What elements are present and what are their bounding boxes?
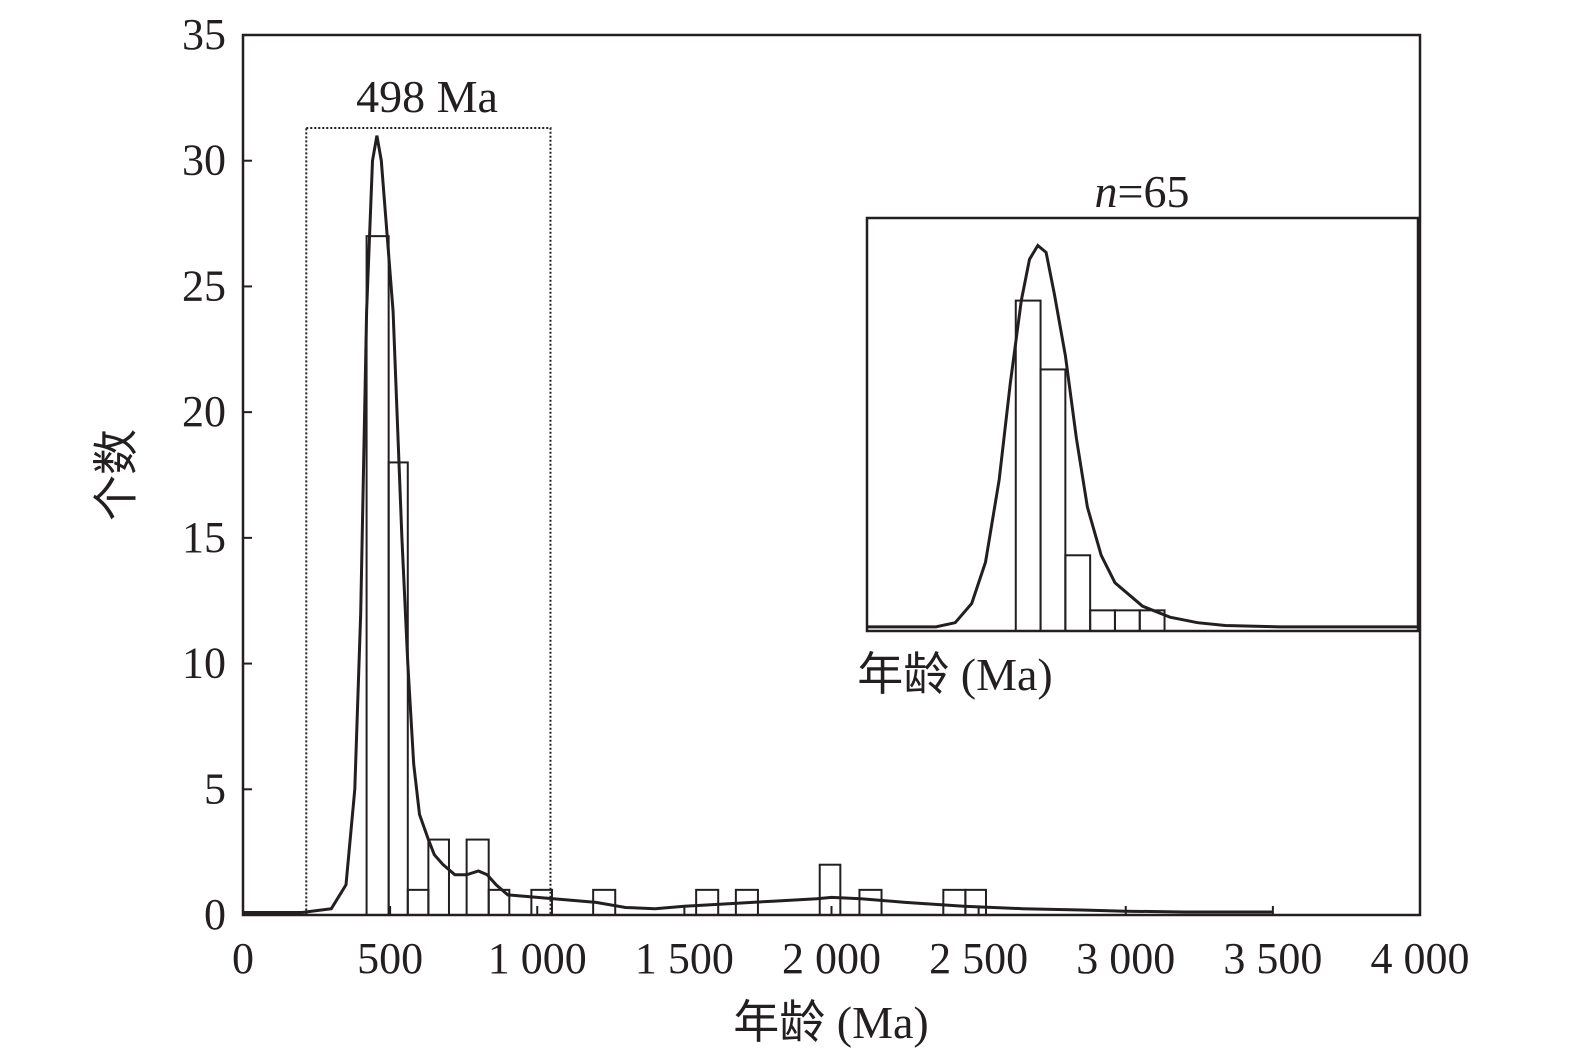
y-tick-label: 0	[204, 890, 226, 939]
y-tick-label: 10	[182, 639, 226, 688]
histogram-bar	[858, 888, 883, 916]
y-tick-label: 20	[182, 387, 226, 436]
inset-chart: n=65 年龄 (Ma)	[857, 166, 1420, 700]
x-tick-label: 1 500	[635, 934, 734, 983]
histogram-bar	[387, 461, 409, 916]
histogram-bar	[365, 235, 390, 916]
inset-x-axis-label: 年龄 (Ma)	[857, 649, 1052, 700]
histogram-bar	[818, 863, 842, 917]
y-tick-label: 30	[182, 136, 226, 185]
sample-count-label: n=65	[1095, 166, 1190, 217]
sample-count-value: =65	[1118, 166, 1190, 217]
peak-age-label: 498 Ma	[356, 71, 498, 122]
inset-histogram-bar	[1064, 554, 1092, 632]
inset-frame	[865, 216, 1420, 633]
x-tick-label: 0	[232, 934, 254, 983]
histogram-bar	[964, 888, 987, 916]
inset-histogram-bars	[1014, 299, 1166, 632]
histogram-bar	[465, 838, 490, 916]
x-tick-label: 4 000	[1371, 934, 1470, 983]
inset-density-curve	[867, 243, 1418, 629]
histogram-bar	[427, 838, 450, 916]
x-axis-ticks: 0 500 1 000 1 500 2 000 2 500 3 000 3 500 4 000	[232, 906, 1470, 983]
x-tick-label: 500	[357, 934, 423, 983]
y-tick-label: 15	[182, 513, 226, 562]
histogram-bar	[942, 888, 967, 916]
x-axis-label: 年龄 (Ma)	[733, 997, 928, 1048]
sample-count-n: n	[1095, 166, 1118, 217]
y-tick-label: 5	[204, 764, 226, 813]
inset-histogram-bar	[1039, 368, 1067, 632]
histogram-bar	[406, 888, 430, 916]
y-axis-label: 个数	[91, 429, 142, 521]
x-tick-label: 3 000	[1076, 934, 1175, 983]
x-tick-label: 2 500	[929, 934, 1028, 983]
highlight-box	[305, 127, 552, 916]
x-tick-label: 1 000	[488, 934, 587, 983]
histogram-bar	[695, 888, 720, 916]
histogram-bar	[487, 888, 511, 916]
y-axis-ticks: 0 5 10 15 20 25 30 35	[182, 10, 252, 939]
histogram-bar	[530, 888, 553, 916]
y-tick-label: 35	[182, 10, 226, 59]
x-tick-label: 2 000	[782, 934, 881, 983]
x-tick-label: 3 500	[1223, 934, 1322, 983]
y-tick-label: 25	[182, 261, 226, 310]
main-density-curve	[243, 135, 1273, 914]
